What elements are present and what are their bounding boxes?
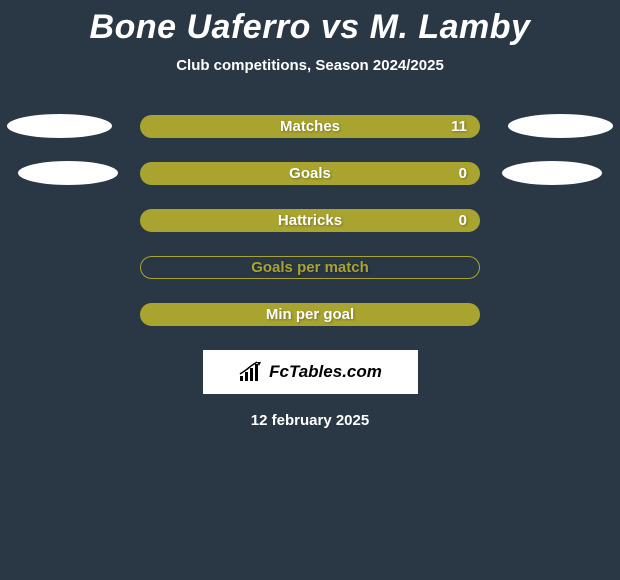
stat-bar: Goals per match (140, 256, 480, 279)
stat-row-min-per-goal: Min per goal (0, 302, 620, 326)
right-ellipse-icon (502, 161, 602, 185)
stat-bar: Hattricks 0 (140, 209, 480, 232)
logo-box: FcTables.com (203, 350, 418, 394)
stat-row-goals-per-match: Goals per match (0, 255, 620, 279)
date-text: 12 february 2025 (0, 412, 620, 429)
stat-label: Matches (280, 118, 340, 135)
stat-label: Goals per match (251, 259, 369, 276)
stat-bar: Min per goal (140, 303, 480, 326)
left-ellipse-icon (7, 114, 112, 138)
stat-value: 11 (451, 118, 467, 135)
logo-text: FcTables.com (269, 362, 382, 382)
season-subtitle: Club competitions, Season 2024/2025 (0, 57, 620, 74)
stat-row-goals: Goals 0 (0, 161, 620, 185)
right-ellipse-icon (508, 114, 613, 138)
stat-label: Goals (289, 165, 331, 182)
stat-value: 0 (459, 165, 467, 182)
stat-bar: Goals 0 (140, 162, 480, 185)
stat-label: Hattricks (278, 212, 342, 229)
left-ellipse-icon (18, 161, 118, 185)
chart-icon (238, 361, 264, 383)
stat-row-hattricks: Hattricks 0 (0, 208, 620, 232)
comparison-title: Bone Uaferro vs M. Lamby (0, 0, 620, 47)
stat-value: 0 (459, 212, 467, 229)
stat-label: Min per goal (266, 306, 354, 323)
stats-container: Matches 11 Goals 0 Hattricks 0 Goals per… (0, 114, 620, 326)
stat-bar: Matches 11 (140, 115, 480, 138)
stat-row-matches: Matches 11 (0, 114, 620, 138)
